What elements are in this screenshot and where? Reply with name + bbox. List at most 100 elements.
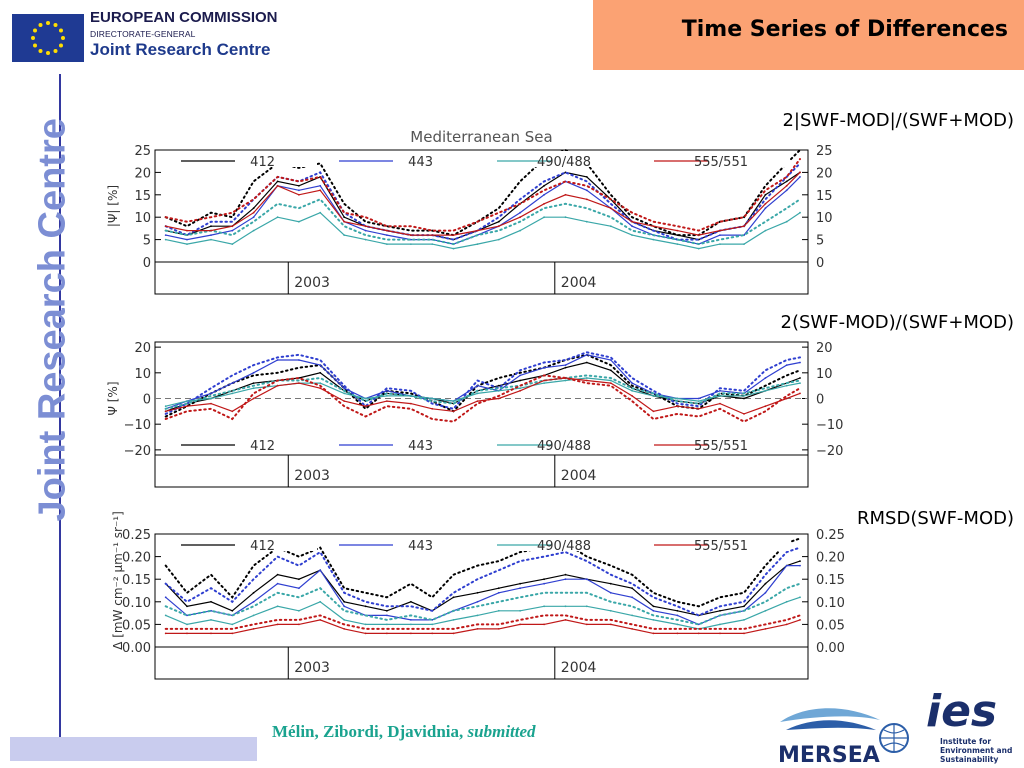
legend-bg [335,435,475,451]
data-point [231,392,234,395]
data-point [252,382,255,384]
legend-label: 443 [408,439,433,454]
data-point [364,225,367,228]
legend-bg [177,435,317,451]
data-point [497,591,500,594]
data-point [519,389,521,392]
data-point [764,377,767,379]
data-point [676,609,679,612]
data-point [276,623,279,626]
data-point [652,632,655,635]
vertical-rule [59,74,61,760]
data-point [231,623,234,626]
data-point [319,619,322,621]
y-axis-label: Δ [mW cm⁻² μm⁻¹ sr⁻¹] [111,511,125,650]
legend-label: 490/488 [537,155,591,170]
data-point [764,405,767,408]
data-point [343,387,346,390]
data-point [410,619,412,621]
data-point [431,234,434,237]
data-point [543,216,545,219]
data-point [799,392,801,395]
data-point [743,605,745,608]
data-point [519,582,521,585]
data-point [543,193,545,196]
eu-star [58,28,63,33]
data-point [476,229,479,232]
data-point [785,220,788,223]
series-line-dotted [164,374,801,410]
data-point [799,564,801,567]
eu-star [58,43,63,48]
data-point [452,410,455,413]
organisation-logo-text: EUROPEAN COMMISSION DIRECTORATE-GENERAL … [90,10,278,58]
data-point [799,361,801,364]
citation: Mélin, Zibordi, Djavidnia, submitted [272,722,536,742]
data-point [609,591,612,594]
data-point [476,392,479,395]
data-point [319,184,322,187]
data-point [276,582,279,585]
data-point [210,397,212,400]
data-point [543,605,545,608]
data-point [276,573,279,576]
data-point [364,405,367,408]
data-point [719,623,721,626]
data-point [252,211,255,214]
data-point [319,387,322,390]
series-line [165,596,801,630]
data-point [519,387,521,390]
data-point [564,377,567,379]
data-point [799,596,801,599]
ies-text: ies [926,686,997,737]
legend-label: 443 [408,155,433,170]
data-point [431,407,434,410]
data-point [252,591,255,594]
data-point [343,619,346,621]
eu-star [31,36,35,40]
data-point [543,379,545,382]
data-point [319,189,322,192]
series-line [165,560,801,617]
data-point [564,379,567,382]
data-point [210,632,212,635]
data-point [719,229,721,232]
data-point [343,392,346,395]
data-point [564,578,567,581]
data-point [252,628,255,630]
data-point [476,591,479,594]
data-point [386,609,388,612]
data-point [652,619,655,621]
data-point [631,234,633,237]
data-point [585,623,588,626]
y-tick-label: 0 [143,256,151,271]
data-point [186,229,188,232]
data-point [631,587,633,590]
data-point [410,238,412,241]
citation-status: submitted [467,722,536,741]
data-point [519,609,521,612]
data-point [764,628,767,630]
data-point [252,371,255,374]
data-point [186,238,188,241]
data-point [476,243,479,246]
data-point [585,220,588,223]
data-point [676,623,679,626]
y-tick-label: 15 [134,189,151,204]
y-tick-label-right: 0.10 [816,596,845,611]
data-point [609,382,612,384]
data-point [743,413,745,415]
y-tick-label: 0.25 [122,528,151,543]
data-point [410,243,412,246]
y-tick-label: 0.20 [122,551,151,566]
time-axis-strip [154,261,809,295]
eu-star [53,48,58,53]
series-line [165,564,800,626]
data-point [585,578,588,581]
data-point [164,596,167,599]
data-point [497,397,500,400]
footer-bar [10,737,257,761]
data-point [609,379,612,382]
data-point [799,560,801,562]
data-point [719,389,721,392]
